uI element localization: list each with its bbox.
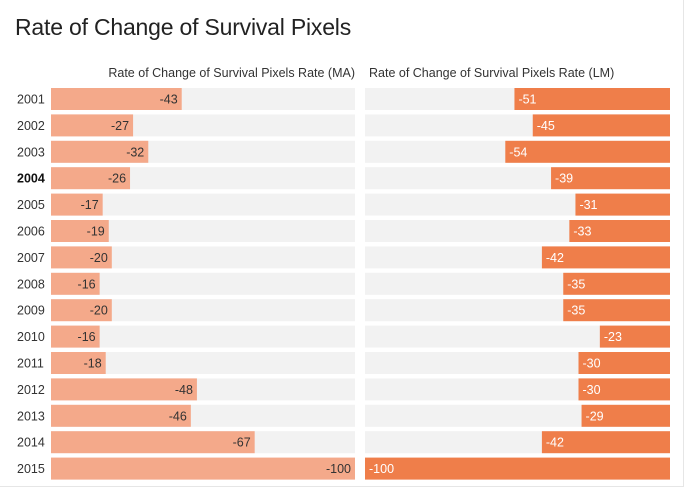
bar-ma-2013	[51, 404, 191, 427]
value-label-ma-2013: -46	[169, 409, 187, 423]
value-label-lm-2015: -100	[369, 462, 394, 476]
value-label-ma-2004: -26	[108, 172, 126, 186]
bar-lm-2001	[514, 88, 670, 110]
track-0-2010	[51, 325, 355, 348]
bar-ma-2014	[51, 431, 255, 454]
value-label-lm-2003: -54	[509, 145, 527, 159]
category-label-2012: 2012	[17, 383, 45, 397]
bar-lm-2005	[575, 193, 670, 216]
bar-ma-2006	[51, 220, 109, 242]
bar-lm-2010	[599, 325, 670, 348]
value-label-ma-2003: -32	[126, 145, 144, 159]
value-label-lm-2006: -33	[573, 225, 591, 239]
series-header-ma: Rate of Change of Survival Pixels Rate (…	[108, 66, 355, 80]
value-label-lm-2009: -35	[567, 304, 585, 318]
track-1-2010	[365, 325, 670, 348]
bar-ma-2003	[51, 140, 149, 163]
value-label-ma-2008: -16	[78, 277, 96, 291]
category-label-2001: 2001	[17, 93, 45, 107]
value-label-ma-2012: -48	[175, 383, 193, 397]
bar-lm-2009	[563, 299, 670, 322]
value-label-ma-2006: -19	[87, 225, 105, 239]
bar-ma-2004	[51, 167, 131, 190]
category-label-2005: 2005	[17, 198, 45, 212]
category-label-2011: 2011	[17, 357, 44, 371]
bar-lm-2015	[365, 457, 670, 480]
category-label-2008: 2008	[17, 277, 45, 291]
bar-ma-2007	[51, 246, 112, 269]
track-0-2006	[51, 220, 355, 242]
value-label-ma-2002: -27	[111, 119, 129, 133]
bar-lm-2004	[551, 167, 670, 190]
value-label-ma-2009: -20	[90, 304, 108, 318]
category-label-2006: 2006	[17, 225, 45, 239]
value-label-lm-2011: -30	[583, 357, 601, 371]
value-label-ma-2010: -16	[78, 330, 96, 344]
value-label-ma-2005: -17	[81, 198, 99, 212]
bar-ma-2002	[51, 114, 134, 137]
category-label-2015: 2015	[17, 462, 45, 476]
value-label-lm-2005: -31	[579, 198, 597, 212]
bar-ma-2008	[51, 272, 100, 295]
track-0-2009	[51, 299, 355, 322]
bar-lm-2006	[569, 220, 670, 242]
category-label-2007: 2007	[17, 251, 45, 265]
track-0-2011	[51, 352, 355, 374]
value-label-ma-2014: -67	[233, 436, 251, 450]
category-label-2004: 2004	[17, 172, 45, 186]
value-label-lm-2007: -42	[546, 251, 564, 265]
track-0-2007	[51, 246, 355, 269]
category-label-2014: 2014	[17, 436, 45, 450]
value-label-lm-2001: -51	[518, 93, 536, 107]
value-label-ma-2015: -100	[326, 462, 351, 476]
category-label-2003: 2003	[17, 145, 45, 159]
bar-lm-2014	[541, 431, 670, 454]
category-label-2010: 2010	[17, 330, 45, 344]
bar-lm-2007	[541, 246, 670, 269]
bar-ma-2010	[51, 325, 100, 348]
category-label-2013: 2013	[17, 409, 45, 423]
value-label-lm-2004: -39	[555, 172, 573, 186]
value-label-ma-2011: -18	[84, 357, 102, 371]
track-0-2005	[51, 193, 355, 216]
bar-lm-2012	[578, 378, 670, 401]
bar-ma-2012	[51, 378, 197, 401]
bar-ma-2015	[51, 457, 355, 480]
series-header-lm: Rate of Change of Survival Pixels Rate (…	[369, 66, 615, 80]
value-label-ma-2001: -43	[160, 93, 178, 107]
value-label-lm-2013: -29	[586, 409, 604, 423]
bar-ma-2009	[51, 299, 112, 322]
value-label-lm-2014: -42	[546, 436, 564, 450]
value-label-lm-2012: -30	[583, 383, 601, 397]
bar-lm-2003	[505, 140, 670, 163]
bar-lm-2011	[578, 352, 670, 374]
category-label-2009: 2009	[17, 304, 45, 318]
value-label-lm-2002: -45	[537, 119, 555, 133]
bar-ma-2011	[51, 352, 106, 374]
bar-lm-2008	[563, 272, 670, 295]
bar-lm-2002	[532, 114, 670, 137]
chart-title: Rate of Change of Survival Pixels	[15, 14, 352, 40]
value-label-lm-2008: -35	[567, 277, 585, 291]
bar-ma-2001	[51, 88, 182, 110]
value-label-ma-2007: -20	[90, 251, 108, 265]
bar-lm-2013	[581, 404, 670, 427]
category-label-2002: 2002	[17, 119, 45, 133]
bar-ma-2005	[51, 193, 103, 216]
track-0-2008	[51, 272, 355, 295]
value-label-lm-2010: -23	[604, 330, 622, 344]
